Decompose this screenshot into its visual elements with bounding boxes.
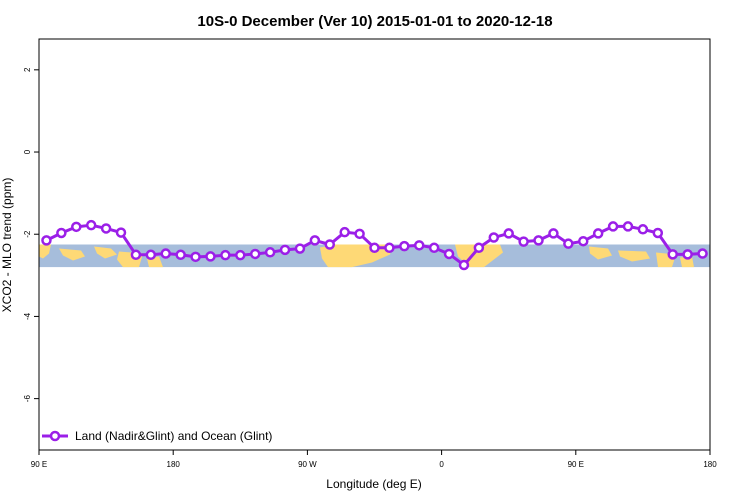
data-point bbox=[503, 228, 514, 239]
data-point bbox=[279, 244, 291, 256]
data-point bbox=[399, 240, 410, 252]
map-band bbox=[39, 244, 710, 268]
data-point bbox=[294, 243, 306, 254]
x-tick-label: 180 bbox=[703, 460, 717, 469]
data-point bbox=[130, 249, 142, 261]
y-axis-label: XCO2 - MLO trend (ppm) bbox=[0, 178, 14, 313]
data-point bbox=[578, 235, 589, 247]
data-point bbox=[667, 249, 678, 260]
chart-title: 10S-0 December (Ver 10) 2015-01-01 to 20… bbox=[197, 13, 552, 30]
y-axis: 2 0 -2 -4 -6 bbox=[23, 67, 39, 402]
data-point bbox=[428, 242, 440, 254]
data-point bbox=[458, 259, 470, 271]
y-tick-label: -4 bbox=[23, 312, 32, 320]
data-point bbox=[160, 248, 171, 259]
x-axis-label: Longitude (deg E) bbox=[326, 477, 421, 491]
data-point bbox=[85, 219, 97, 231]
data-point bbox=[413, 240, 425, 251]
data-point bbox=[533, 235, 544, 246]
land-shape bbox=[589, 246, 612, 260]
data-point bbox=[443, 248, 455, 260]
x-tick-label: 90 E bbox=[568, 460, 584, 469]
data-point bbox=[637, 224, 649, 235]
x-tick-label: 90 W bbox=[298, 460, 317, 469]
y-tick-label: -2 bbox=[23, 230, 32, 238]
data-point bbox=[682, 249, 693, 260]
land-shape bbox=[59, 248, 85, 261]
data-point bbox=[145, 249, 157, 261]
data-point bbox=[71, 221, 82, 233]
data-point bbox=[309, 235, 321, 246]
land-shape bbox=[618, 250, 650, 262]
data-point bbox=[607, 221, 619, 232]
data-point bbox=[175, 249, 186, 261]
data-point bbox=[697, 248, 708, 259]
data-point bbox=[249, 248, 261, 260]
data-point bbox=[354, 228, 365, 240]
x-axis: 90 E 180 90 W 0 90 E 180 bbox=[31, 450, 717, 469]
data-point bbox=[518, 236, 529, 247]
plot-frame bbox=[38, 38, 711, 451]
data-point bbox=[56, 227, 67, 239]
data-point bbox=[473, 242, 485, 254]
x-tick-label: 90 E bbox=[31, 460, 47, 469]
data-point bbox=[100, 223, 112, 234]
data-point bbox=[324, 239, 336, 250]
data-point bbox=[115, 227, 127, 238]
y-tick-label: 2 bbox=[23, 67, 32, 72]
data-point bbox=[339, 226, 350, 238]
legend-label: Land (Nadir&Glint) and Ocean (Glint) bbox=[75, 429, 272, 443]
data-point bbox=[205, 251, 216, 262]
data-point bbox=[548, 228, 559, 239]
data-point bbox=[622, 221, 634, 232]
data-point bbox=[190, 251, 201, 263]
x-tick-label: 0 bbox=[439, 460, 444, 469]
land-shape bbox=[680, 256, 694, 268]
data-point bbox=[235, 249, 246, 261]
y-tick-label: -6 bbox=[23, 395, 32, 403]
data-point bbox=[384, 242, 395, 254]
y-tick-label: 0 bbox=[23, 149, 32, 154]
data-point bbox=[563, 238, 574, 249]
legend-marker bbox=[49, 430, 61, 442]
data-point bbox=[369, 242, 380, 254]
data-point bbox=[652, 227, 664, 239]
data-point bbox=[488, 232, 500, 243]
x-tick-label: 180 bbox=[167, 460, 181, 469]
data-point bbox=[41, 235, 52, 246]
data-point bbox=[264, 247, 276, 258]
land-shape bbox=[39, 244, 51, 259]
data-point bbox=[220, 249, 231, 261]
land-shape bbox=[94, 246, 117, 259]
data-point bbox=[592, 228, 604, 239]
series-layer bbox=[41, 219, 708, 271]
legend: Land (Nadir&Glint) and Ocean (Glint) bbox=[42, 429, 272, 443]
